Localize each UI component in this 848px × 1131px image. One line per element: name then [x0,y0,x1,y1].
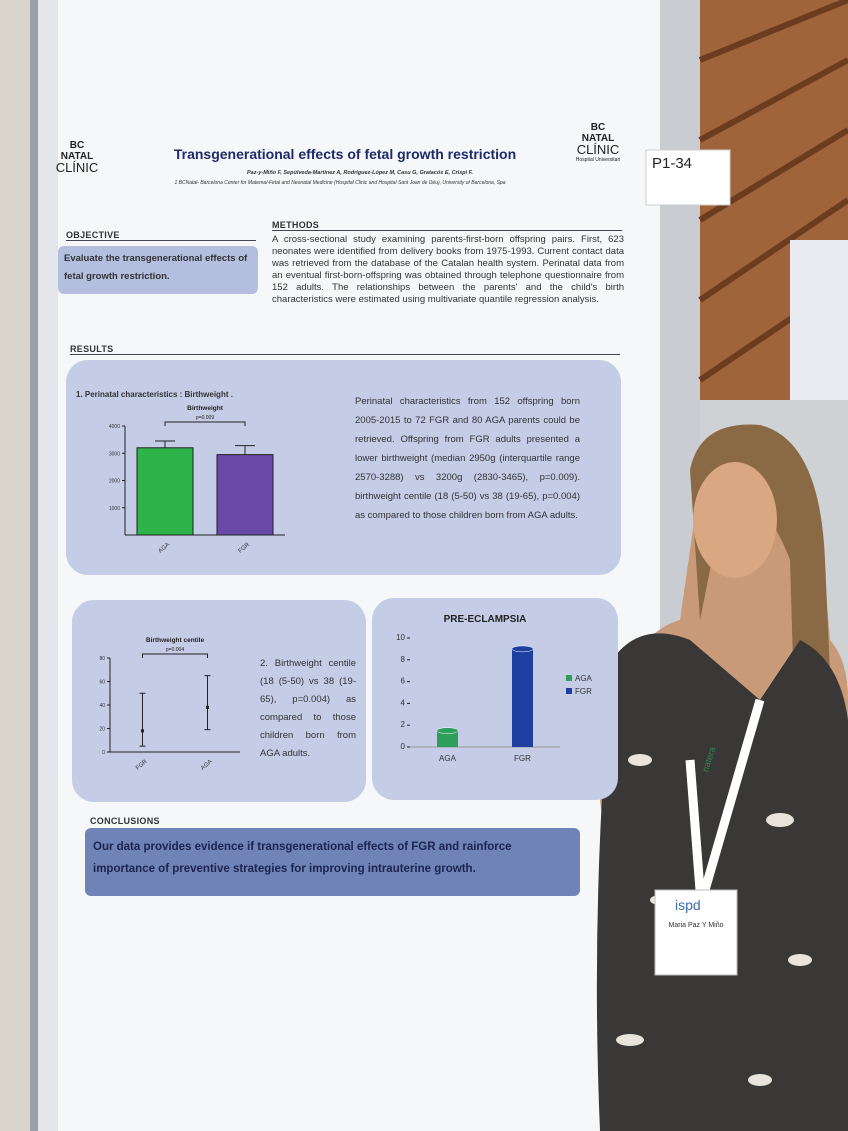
logo-text: NATAL [581,133,615,144]
objective-text: Evaluate the transgenerational effects o… [58,246,258,294]
methods-text: A cross-sectional study examining parent… [272,234,624,305]
y-tick-label: 60 [99,680,105,686]
bracket [142,653,208,658]
bar [512,648,533,747]
logo-text: CLÍNIC [55,160,99,175]
x-tick-label: FGR [135,758,149,771]
y-tick-label: 2 [401,720,406,729]
legend-swatch [566,688,572,694]
x-tick-label: AGA [200,759,214,772]
x-tick-label: FGR [238,541,252,554]
panel-text: 2. Birthweight centile (18 (5-50) vs 38 … [260,658,356,759]
bracket [164,421,246,426]
logo-text: NATAL [60,151,94,162]
badge-brand: ispd [675,897,701,913]
point [206,705,209,709]
error-bar [155,440,175,448]
objective-heading: OBJECTIVE [66,230,256,241]
error-bar [235,445,255,455]
panel-heading: 1. Perinatal characteristics : Birthweig… [76,390,233,399]
results-heading: RESULTS [70,344,620,355]
y-tick-label: 3000 [109,451,120,457]
bar [216,454,274,536]
logo-right: BC NATAL CLÍNIC Hospital Universitari [570,122,626,166]
point [141,729,144,733]
logo-left: BC NATAL CLÍNIC [52,140,102,175]
conclusions-heading: CONCLUSIONS [90,816,160,826]
y-tick-label: 80 [99,656,105,662]
y-tick-label: 6 [401,677,406,686]
y-tick-label: 40 [99,703,105,709]
logo-text: BC [69,140,85,151]
badge-name: Maria Paz Y Miño [668,922,724,929]
bar [136,447,194,536]
range-bar [139,692,146,747]
chart-title: Birthweight [187,405,224,412]
panel-text: Perinatal characteristics from 152 offsp… [355,396,580,521]
range-bar [204,675,211,731]
y-tick-label: 10 [396,633,405,642]
y-tick-label: 8 [401,655,406,664]
affiliation: 1 BCNatal- Barcelona Center for Maternal… [174,180,506,186]
y-tick-label: 4 [401,698,406,707]
poster-code: P1-34 [652,155,693,172]
legend-label: FGR [575,687,592,696]
chart-title: PRE-ECLAMPSIA [444,614,527,625]
poster-title: Transgenerational effects of fetal growt… [173,146,517,162]
logo-text: BC [590,122,606,133]
panel [72,600,366,802]
methods-heading: METHODS [272,220,622,231]
x-tick-label: AGA [439,754,457,763]
x-tick-label: FGR [514,754,531,763]
annotation: p=0.009 [196,415,214,421]
bar-top [436,727,459,734]
legend-swatch [566,675,572,681]
chart: Birthweight centile 0 20 40 60 80 FGR AGA p=0.00… [99,637,240,772]
bar [437,730,458,747]
panel [372,598,618,800]
annotation: p=0.004 [166,647,184,653]
logo-text: Hospital Universitari [575,157,621,163]
conclusions-text: Our data provides evidence if transgener… [85,828,580,896]
chart: PRE-ECLAMPSIA 0 2 4 6 8 10 AGA AGA FGR FGR [396,614,593,763]
x-tick-label: AGA [158,542,172,555]
y-tick-label: 2000 [109,479,120,485]
y-tick-label: 1000 [109,506,120,512]
y-tick-label: 4000 [109,424,120,430]
y-tick-label: 20 [99,727,105,733]
legend-label: AGA [575,674,593,683]
y-tick-label: 0 [102,750,105,756]
logo-text: CLÍNIC [576,142,620,157]
chart-title: Birthweight centile [146,637,205,644]
authors: Paz-y-Miño F, Sepúlveda-Martinez A, Rodr… [247,170,473,176]
bar-top [511,645,534,653]
y-tick-label: 0 [401,742,406,751]
chart: Birthweight 1000 2000 3000 4000 AGA FGR p=0.009 [109,405,285,555]
